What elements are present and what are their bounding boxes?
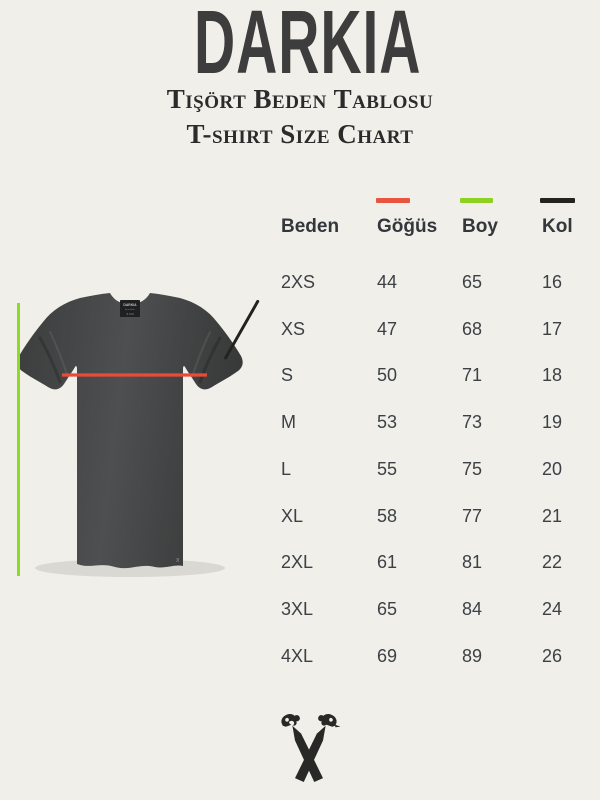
svg-text:S X M: S X M <box>126 312 133 316</box>
svg-text:by x-other: by x-other <box>125 308 135 311</box>
svg-text:DARKIA: DARKIA <box>123 303 137 307</box>
svg-text:x: x <box>176 557 180 564</box>
